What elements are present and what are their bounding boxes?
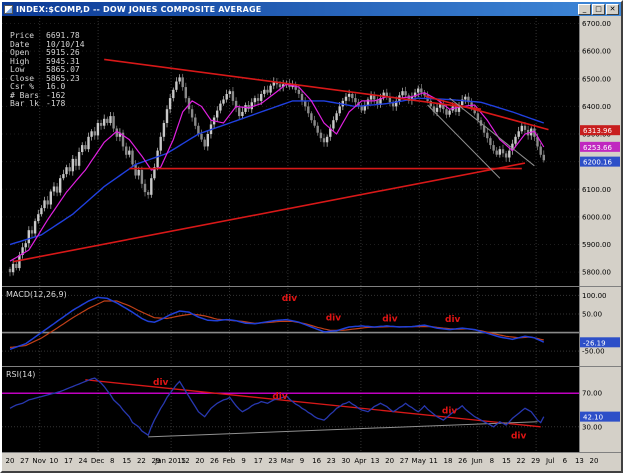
svg-text:6100.00: 6100.00 [582, 186, 611, 194]
svg-text:11: 11 [429, 457, 438, 465]
svg-text:27: 27 [20, 457, 29, 465]
svg-text:8: 8 [490, 457, 494, 465]
svg-text:30: 30 [341, 457, 350, 465]
rsi-declining-trendline [85, 379, 541, 428]
svg-text:8: 8 [110, 457, 114, 465]
svg-text:Jul: Jul [545, 457, 555, 465]
svg-text:16: 16 [312, 457, 321, 465]
svg-text:6200.16: 6200.16 [583, 159, 612, 167]
svg-text:18: 18 [444, 457, 453, 465]
short-declining-trendline [424, 95, 549, 131]
svg-text:May: May [412, 457, 426, 465]
svg-text:10: 10 [49, 457, 58, 465]
plot-background [2, 16, 579, 452]
y-axis-labels: 6700.006600.006500.006400.006300.006200.… [582, 20, 611, 431]
macd-value-tag: -26.19 [580, 337, 620, 348]
price-tag: 6200.16 [580, 156, 620, 167]
svg-text:Dec: Dec [91, 457, 105, 465]
svg-text:6700.00: 6700.00 [582, 20, 611, 28]
svg-text:100.00: 100.00 [582, 292, 607, 300]
svg-text:9: 9 [241, 457, 245, 465]
svg-text:20: 20 [590, 457, 599, 465]
divergence-label: div [382, 314, 398, 324]
svg-text:17: 17 [64, 457, 73, 465]
svg-text:13: 13 [575, 457, 584, 465]
svg-text:Apr: Apr [354, 457, 366, 465]
price-tag: 6253.66 [580, 141, 620, 152]
divergence-label: div [272, 392, 288, 402]
divergence-label: div [153, 378, 169, 388]
svg-text:13: 13 [371, 457, 380, 465]
gray-channel-line-1 [427, 104, 501, 179]
divergence-label: div [445, 315, 461, 325]
svg-text:Feb: Feb [223, 457, 236, 465]
upper-declining-trendline [104, 58, 482, 110]
price-tag: 6313.96 [580, 125, 620, 136]
svg-text:6253.66: 6253.66 [583, 144, 612, 152]
rsi-value-tag: 42.10 [580, 411, 620, 422]
svg-text:23: 23 [327, 457, 336, 465]
app-icon [4, 4, 13, 14]
svg-text:5800.00: 5800.00 [582, 269, 611, 277]
divergence-label: div [282, 294, 298, 304]
divergence-label: div [326, 313, 342, 323]
svg-text:22: 22 [517, 457, 526, 465]
svg-text:27: 27 [400, 457, 409, 465]
svg-text:Mar: Mar [281, 457, 294, 465]
svg-text:6: 6 [563, 457, 568, 465]
svg-text:42.10: 42.10 [583, 414, 603, 422]
svg-text:20: 20 [6, 457, 15, 465]
gray-channel-line-2 [449, 97, 535, 167]
svg-text:15: 15 [502, 457, 511, 465]
svg-text:15: 15 [122, 457, 131, 465]
minimize-button[interactable]: _ [578, 3, 591, 15]
close-button[interactable]: ✕ [606, 3, 619, 15]
svg-text:9: 9 [300, 457, 304, 465]
svg-text:6000.00: 6000.00 [582, 213, 611, 221]
rsi-rising-trendline [148, 421, 538, 438]
svg-text:6313.96: 6313.96 [583, 127, 612, 135]
svg-text:30.00: 30.00 [582, 423, 602, 431]
svg-text:5900.00: 5900.00 [582, 241, 611, 249]
svg-text:-50.00: -50.00 [582, 348, 605, 356]
svg-text:6600.00: 6600.00 [582, 48, 611, 56]
maximize-button[interactable]: □ [592, 3, 605, 15]
macd-line [9, 296, 545, 351]
svg-text:17: 17 [254, 457, 263, 465]
svg-text:Nov: Nov [32, 457, 46, 465]
svg-text:20: 20 [385, 457, 394, 465]
divergence-label: div [511, 432, 527, 442]
svg-text:70.00: 70.00 [582, 390, 602, 398]
rsi-line [9, 377, 545, 437]
svg-text:12: 12 [181, 457, 190, 465]
slow-ma-line [9, 97, 545, 246]
rsi-panel-label: RSI(14) [6, 370, 35, 379]
svg-text:-26.19: -26.19 [583, 339, 606, 347]
macd-panel-label: MACD(12,26,9) [6, 290, 67, 299]
long-term-uptrend-line [12, 162, 526, 263]
svg-text:22: 22 [137, 457, 146, 465]
window-controls: _ □ ✕ [578, 3, 619, 15]
svg-text:29: 29 [152, 457, 161, 465]
svg-text:6400.00: 6400.00 [582, 103, 611, 111]
svg-text:6500.00: 6500.00 [582, 75, 611, 83]
svg-text:29: 29 [531, 457, 540, 465]
svg-text:23: 23 [268, 457, 277, 465]
svg-text:Jan 2015: Jan 2015 [154, 457, 186, 465]
svg-text:26: 26 [458, 457, 467, 465]
titlebar: INDEX:$COMP,D -- DOW JONES COMPOSITE AVE… [2, 2, 621, 16]
svg-text:50.00: 50.00 [582, 311, 602, 319]
svg-text:24: 24 [79, 457, 88, 465]
window-title: INDEX:$COMP,D -- DOW JONES COMPOSITE AVE… [16, 4, 262, 14]
svg-text:26: 26 [210, 457, 219, 465]
svg-text:20: 20 [195, 457, 204, 465]
divergence-label: div [442, 406, 458, 416]
svg-text:Jun: Jun [471, 457, 483, 465]
fast-ma-line [9, 83, 545, 262]
